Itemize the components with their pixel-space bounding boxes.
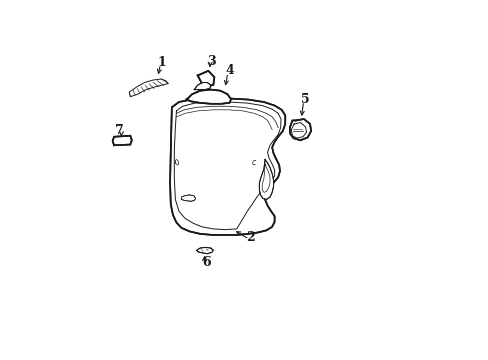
Text: 2: 2 (246, 231, 255, 244)
Polygon shape (181, 195, 195, 201)
Polygon shape (259, 159, 273, 199)
Text: 1: 1 (158, 56, 166, 69)
Text: 7: 7 (115, 124, 124, 137)
Text: 3: 3 (207, 55, 216, 68)
Text: 5: 5 (301, 93, 309, 106)
Polygon shape (196, 247, 213, 254)
Polygon shape (197, 71, 214, 87)
Polygon shape (185, 90, 230, 104)
Polygon shape (194, 82, 210, 90)
Polygon shape (289, 119, 310, 140)
Text: 6: 6 (202, 256, 210, 269)
Text: c: c (251, 158, 255, 167)
Polygon shape (129, 79, 168, 97)
Text: 4: 4 (225, 64, 234, 77)
Polygon shape (170, 99, 285, 235)
Polygon shape (112, 136, 132, 145)
